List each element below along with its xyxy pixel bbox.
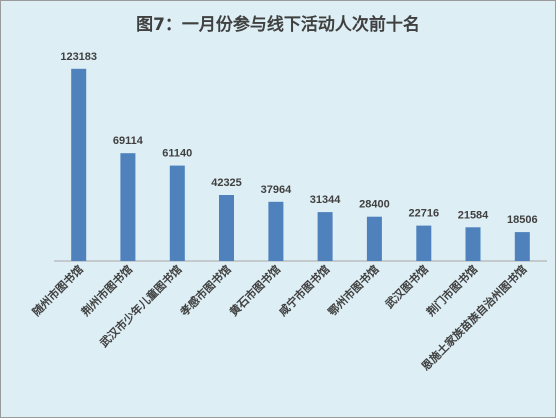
data-label: 61140 xyxy=(162,148,192,160)
category-label: 孝感市图书馆 xyxy=(176,262,233,319)
data-label: 18506 xyxy=(507,214,538,226)
bar xyxy=(366,216,382,261)
category-label: 武汉图书馆 xyxy=(382,262,431,311)
data-label: 69114 xyxy=(113,135,144,147)
data-label: 42325 xyxy=(211,177,242,189)
data-label: 21584 xyxy=(458,209,489,221)
bar xyxy=(514,232,530,261)
bar xyxy=(71,68,87,261)
data-label: 31344 xyxy=(310,194,341,206)
category-label: 恩施土家族苗族自治州图书馆 xyxy=(418,262,529,373)
category-label: 鄂州市图书馆 xyxy=(325,262,382,319)
data-label: 37964 xyxy=(261,184,292,196)
bar xyxy=(416,225,432,261)
bar xyxy=(268,201,284,261)
bar xyxy=(219,195,234,261)
category-label: 随州市图书馆 xyxy=(29,262,86,319)
category-label: 黄石市图书馆 xyxy=(226,262,283,319)
bar xyxy=(120,153,136,261)
bar xyxy=(317,212,333,261)
data-label: 28400 xyxy=(359,199,390,211)
category-label: 武汉市少年儿童图书馆 xyxy=(97,262,185,350)
bar xyxy=(169,165,185,261)
data-label: 123183 xyxy=(60,51,97,63)
chart-title: 图7：一月份参与线下活动人次前十名 xyxy=(136,15,420,35)
bar xyxy=(465,227,481,261)
data-label: 22716 xyxy=(409,208,440,220)
category-label: 咸宁市图书馆 xyxy=(276,262,333,319)
